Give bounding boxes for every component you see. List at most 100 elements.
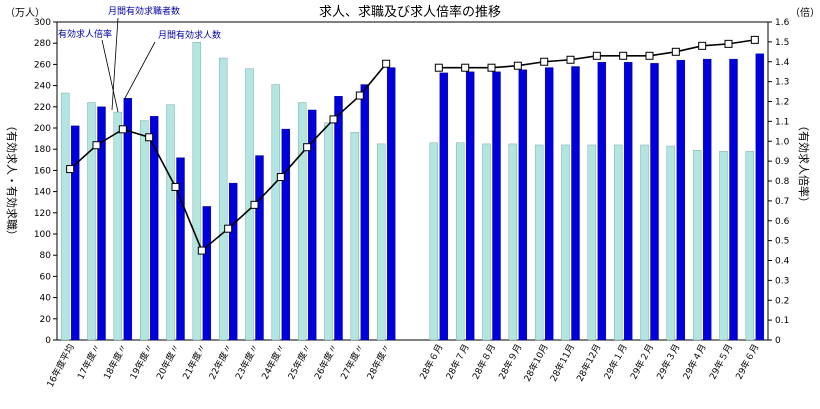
bar-job-seekers xyxy=(60,92,70,341)
ratio-point xyxy=(276,173,285,182)
left-tick-label: 260 xyxy=(34,60,51,70)
bar-job-offers xyxy=(149,116,159,341)
bar-job-seekers xyxy=(166,104,175,341)
bar-job-offers xyxy=(176,157,185,341)
ratio-point xyxy=(355,91,364,100)
ratio-point xyxy=(645,51,654,60)
bar-job-offers xyxy=(123,98,133,341)
category-label: 29年６月 xyxy=(733,342,762,382)
category-label: 28年９月 xyxy=(496,342,525,382)
annotation-ratio: 有効求人倍率 xyxy=(58,28,112,40)
bar-job-seekers xyxy=(271,84,281,341)
right-axis-ticks: 0 0.1 0.2 0.3 0.4 0.5 0.6 0.7 0.8 0.9 1.0 1.1 1.2 1.3… xyxy=(768,18,790,346)
left-tick-label: 200 xyxy=(34,124,51,134)
job-offers-bars xyxy=(70,53,765,341)
bar-job-seekers xyxy=(719,151,728,341)
job-seekers-bars xyxy=(60,41,755,341)
left-tick-label: 240 xyxy=(34,82,51,92)
right-tick-label: 1.4 xyxy=(775,58,790,68)
bar-job-offers xyxy=(518,69,528,341)
left-tick-label: 280 xyxy=(34,39,51,49)
bar-job-offers xyxy=(597,62,607,341)
left-axis-ticks: 0 20 40 60 80 100 120 140 160 180 200 220 240 260 280 3… xyxy=(34,18,57,346)
category-label: 28年８月 xyxy=(470,342,499,382)
bar-job-offers xyxy=(755,53,765,341)
bar-job-offers xyxy=(465,71,475,341)
annotation-job-seekers: 月間有効求職者数 xyxy=(108,5,180,17)
category-label: 24年度〃 xyxy=(259,342,288,382)
category-label: 29年２月 xyxy=(628,342,657,382)
bar-job-seekers xyxy=(192,41,202,341)
right-tick-label: 1.3 xyxy=(775,78,789,88)
category-label: 29年５月 xyxy=(707,342,736,382)
ratio-point xyxy=(750,35,759,44)
bar-job-offers xyxy=(307,109,317,341)
bar-job-seekers xyxy=(666,145,676,341)
right-tick-label: 0.8 xyxy=(775,177,790,187)
category-label: 28年10月 xyxy=(521,342,551,384)
right-tick-label: 1.5 xyxy=(775,38,789,48)
bar-job-offers xyxy=(729,58,738,341)
bar-job-offers xyxy=(281,128,291,341)
bar-job-offers xyxy=(623,62,633,341)
ratio-point xyxy=(513,61,522,70)
bar-job-seekers xyxy=(350,132,360,341)
ratio-point xyxy=(671,47,680,56)
bar-job-seekers xyxy=(640,144,649,341)
bar-job-offers xyxy=(202,206,212,341)
category-label: 19年度〃 xyxy=(127,342,156,382)
bar-job-seekers xyxy=(139,120,149,341)
ratio-point xyxy=(224,224,233,233)
plot-border xyxy=(56,21,769,341)
bar-job-seekers xyxy=(613,144,623,341)
ratio-point xyxy=(66,165,75,174)
left-tick-label: 180 xyxy=(34,145,51,155)
ratio-point xyxy=(461,63,470,72)
right-tick-label: 0.2 xyxy=(775,296,789,306)
bar-job-seekers xyxy=(692,150,702,341)
ratio-point xyxy=(329,115,338,124)
category-label: 29年１月 xyxy=(601,342,630,382)
bar-job-seekers xyxy=(87,102,96,341)
right-tick-label: 0.9 xyxy=(775,157,790,167)
bar-job-offers xyxy=(571,66,580,341)
category-label: 28年12月 xyxy=(574,342,604,384)
category-label: 22年度〃 xyxy=(206,342,235,382)
right-tick-label: 0.4 xyxy=(775,257,790,267)
left-unit-label: （万人） xyxy=(5,7,45,19)
bar-job-seekers xyxy=(376,143,386,341)
left-tick-label: 20 xyxy=(40,315,52,325)
right-tick-label: 0.7 xyxy=(775,197,789,207)
bar-job-offers xyxy=(70,125,80,341)
bar-job-offers xyxy=(228,182,238,341)
left-tick-label: 80 xyxy=(40,251,52,261)
bar-job-offers xyxy=(255,155,264,341)
plot-area xyxy=(56,21,769,341)
category-label: 29年３月 xyxy=(654,342,683,382)
ratio-point xyxy=(487,63,496,72)
bar-job-seekers xyxy=(561,144,570,341)
category-labels: 16年度平均 17年度〃 18年度〃 19年度〃 20年度〃 21年度〃 22年度〃 23年度… xyxy=(44,342,762,390)
left-tick-label: 220 xyxy=(34,103,51,113)
bar-job-seekers xyxy=(534,144,544,341)
bar-job-offers xyxy=(386,67,396,341)
category-label: 27年度〃 xyxy=(338,342,367,382)
right-tick-label: 0.3 xyxy=(775,276,789,286)
bar-job-seekers xyxy=(508,143,518,341)
bar-job-seekers xyxy=(587,144,597,341)
bar-job-offers xyxy=(702,58,712,341)
category-label: 20年度〃 xyxy=(154,342,183,382)
left-tick-label: 40 xyxy=(40,294,52,304)
bar-job-seekers xyxy=(324,122,333,341)
left-tick-label: 0 xyxy=(45,336,51,346)
left-axis-label: （有効求人・有効求職） xyxy=(5,120,19,241)
annotation-leader-ratio xyxy=(101,39,119,113)
category-label: 28年７月 xyxy=(443,342,472,382)
category-label: 26年度〃 xyxy=(312,342,341,382)
ratio-point xyxy=(92,141,101,150)
right-unit-label: （倍） xyxy=(790,6,820,19)
annotation-leader-seekers xyxy=(111,17,119,111)
category-label: 16年度平均 xyxy=(44,342,77,390)
ratio-line xyxy=(66,35,759,255)
